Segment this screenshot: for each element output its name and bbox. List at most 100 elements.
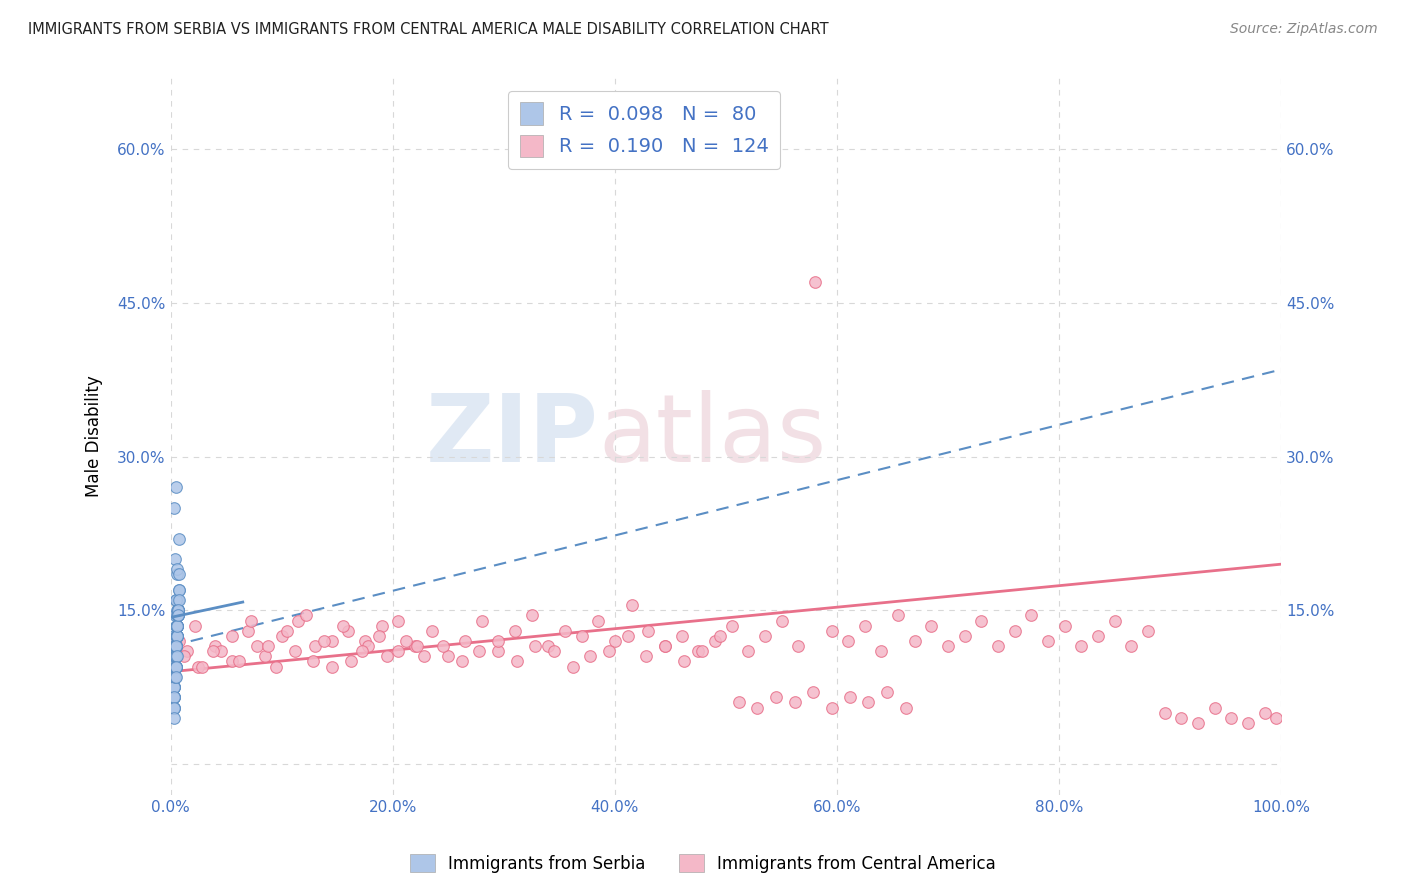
Point bbox=[165, 639, 187, 653]
Point bbox=[856, 696, 879, 710]
Point bbox=[163, 700, 186, 714]
Point bbox=[654, 639, 676, 653]
Point bbox=[634, 649, 657, 664]
Point bbox=[163, 680, 186, 694]
Point bbox=[820, 624, 842, 638]
Point bbox=[804, 276, 827, 290]
Point bbox=[921, 618, 943, 632]
Point bbox=[801, 685, 824, 699]
Point bbox=[301, 655, 323, 669]
Point bbox=[165, 659, 187, 673]
Point bbox=[187, 659, 209, 673]
Point bbox=[688, 644, 710, 658]
Point bbox=[970, 614, 993, 628]
Point bbox=[165, 618, 187, 632]
Point bbox=[276, 624, 298, 638]
Point bbox=[1170, 711, 1192, 725]
Point bbox=[163, 670, 186, 684]
Point bbox=[765, 690, 787, 705]
Point bbox=[165, 649, 187, 664]
Point bbox=[404, 639, 426, 653]
Point bbox=[1204, 700, 1226, 714]
Point bbox=[166, 618, 188, 632]
Point bbox=[321, 634, 343, 648]
Point bbox=[586, 614, 609, 628]
Point bbox=[163, 639, 186, 653]
Point bbox=[167, 608, 190, 623]
Point bbox=[1187, 716, 1209, 731]
Point bbox=[339, 655, 361, 669]
Legend: Immigrants from Serbia, Immigrants from Central America: Immigrants from Serbia, Immigrants from … bbox=[404, 847, 1002, 880]
Point bbox=[163, 700, 186, 714]
Point bbox=[165, 593, 187, 607]
Point bbox=[167, 603, 190, 617]
Point bbox=[165, 639, 187, 653]
Point bbox=[165, 639, 187, 653]
Point bbox=[620, 598, 643, 612]
Point bbox=[209, 644, 232, 658]
Point bbox=[295, 608, 318, 623]
Point bbox=[1153, 706, 1175, 720]
Point bbox=[169, 567, 191, 582]
Point bbox=[720, 618, 742, 632]
Text: Source: ZipAtlas.com: Source: ZipAtlas.com bbox=[1230, 22, 1378, 37]
Point bbox=[870, 644, 893, 658]
Point bbox=[837, 634, 859, 648]
Point bbox=[163, 680, 186, 694]
Point bbox=[163, 659, 186, 673]
Point bbox=[167, 603, 190, 617]
Point bbox=[690, 644, 713, 658]
Point bbox=[165, 649, 187, 664]
Point bbox=[166, 618, 188, 632]
Point bbox=[537, 639, 560, 653]
Point bbox=[312, 634, 335, 648]
Point bbox=[166, 562, 188, 576]
Point bbox=[783, 696, 806, 710]
Point bbox=[486, 634, 509, 648]
Point bbox=[165, 629, 187, 643]
Point bbox=[165, 639, 187, 653]
Point bbox=[554, 624, 576, 638]
Point bbox=[166, 567, 188, 582]
Point bbox=[166, 649, 188, 664]
Point bbox=[264, 659, 287, 673]
Point bbox=[167, 608, 190, 623]
Point bbox=[190, 659, 212, 673]
Point bbox=[820, 700, 842, 714]
Point bbox=[239, 614, 262, 628]
Point bbox=[321, 659, 343, 673]
Point bbox=[506, 655, 529, 669]
Point bbox=[1220, 711, 1243, 725]
Point bbox=[163, 670, 186, 684]
Point bbox=[165, 659, 187, 673]
Point bbox=[165, 659, 187, 673]
Point bbox=[169, 634, 191, 648]
Point bbox=[354, 634, 377, 648]
Point bbox=[1004, 624, 1026, 638]
Point bbox=[1021, 608, 1043, 623]
Point bbox=[853, 618, 876, 632]
Point bbox=[169, 582, 191, 597]
Point bbox=[437, 649, 460, 664]
Point bbox=[387, 614, 409, 628]
Point bbox=[1121, 639, 1143, 653]
Point bbox=[579, 649, 602, 664]
Point bbox=[387, 644, 409, 658]
Point bbox=[887, 608, 910, 623]
Point bbox=[166, 603, 188, 617]
Point bbox=[454, 634, 477, 648]
Point bbox=[337, 624, 360, 638]
Point bbox=[165, 593, 187, 607]
Point bbox=[166, 629, 188, 643]
Point bbox=[246, 639, 269, 653]
Point bbox=[1036, 634, 1059, 648]
Point bbox=[163, 670, 186, 684]
Point bbox=[166, 618, 188, 632]
Point bbox=[617, 629, 640, 643]
Point bbox=[471, 614, 494, 628]
Point bbox=[745, 700, 768, 714]
Point bbox=[163, 500, 186, 515]
Point bbox=[163, 711, 186, 725]
Point bbox=[163, 552, 186, 566]
Point bbox=[163, 680, 186, 694]
